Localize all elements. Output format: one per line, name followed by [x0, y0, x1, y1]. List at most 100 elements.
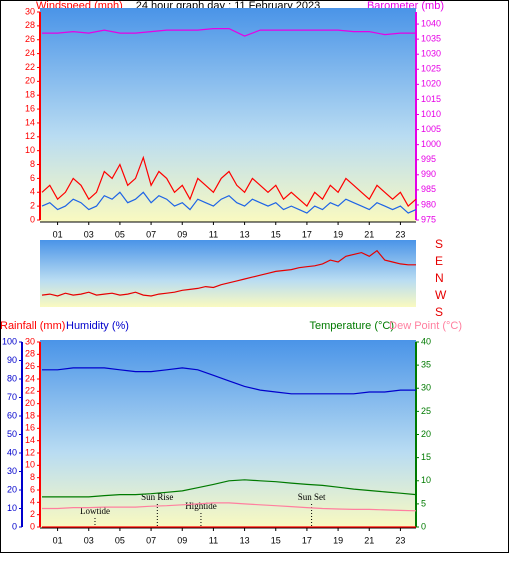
y-tick-label: 10 — [421, 475, 431, 485]
x-tick-label: 13 — [240, 535, 250, 545]
annotation: Hightide — [185, 501, 217, 511]
y-tick-label: 20 — [25, 398, 35, 408]
y-tick-label: 26 — [25, 34, 35, 44]
x-tick-label: 01 — [53, 535, 63, 545]
y-tick-label: 1000 — [421, 139, 441, 149]
y-tick-label: 28 — [25, 20, 35, 30]
x-tick-label: 19 — [333, 535, 343, 545]
axis-title: Rainfall (mm) — [0, 320, 65, 332]
x-tick-label: 13 — [240, 229, 250, 239]
plot-area — [40, 340, 416, 528]
x-tick-label: 05 — [115, 535, 125, 545]
y-tick-label: 985 — [421, 184, 436, 194]
series-line — [42, 479, 417, 498]
y-tick-label: 14 — [25, 117, 35, 127]
y-tick-label: 100 — [2, 336, 17, 346]
y-tick-label: 1025 — [421, 64, 441, 74]
y-tick-label: 1040 — [421, 18, 441, 28]
y-tick-label: 8 — [30, 159, 35, 169]
y-tick-label: 1030 — [421, 49, 441, 59]
x-tick-label: 07 — [146, 229, 156, 239]
y-tick-label: 60 — [7, 410, 17, 420]
annotation: Sun Set — [298, 492, 326, 502]
y-tick-label: 6 — [30, 173, 35, 183]
y-tick-label: S — [435, 305, 443, 319]
y-tick-label: 10 — [7, 503, 17, 513]
y-tick-label: 6 — [30, 484, 35, 494]
y-tick-label: 4 — [30, 187, 35, 197]
axis-title: Windspeed (mph) — [36, 0, 123, 12]
x-tick-label: 21 — [364, 229, 374, 239]
y-tick-label: 12 — [25, 131, 35, 141]
x-tick-label: 11 — [209, 229, 218, 239]
series-line — [42, 502, 417, 512]
y-tick-label: 40 — [7, 447, 17, 457]
y-tick-label: 30 — [25, 336, 35, 346]
y-tick-label: 995 — [421, 154, 436, 164]
y-tick-label: W — [435, 288, 447, 302]
x-tick-label: 01 — [53, 229, 63, 239]
axis-title: Dew Point (°C) — [389, 320, 462, 332]
x-tick-label: 03 — [84, 229, 94, 239]
y-tick-label: 18 — [25, 90, 35, 100]
y-tick-label: 24 — [25, 373, 35, 383]
y-tick-label: 0 — [30, 521, 35, 531]
x-tick-label: 09 — [177, 229, 187, 239]
y-tick-label: 990 — [421, 169, 436, 179]
y-tick-label: 1035 — [421, 34, 441, 44]
y-tick-label: 40 — [421, 336, 431, 346]
y-tick-label: 1005 — [421, 124, 441, 134]
x-tick-label: 21 — [364, 535, 374, 545]
annotation: Lowtide — [80, 506, 110, 516]
series-line — [42, 367, 416, 395]
y-tick-label: 4 — [30, 497, 35, 507]
x-tick-label: 09 — [177, 535, 187, 545]
y-tick-label: 0 — [421, 521, 426, 531]
y-tick-label: 28 — [25, 349, 35, 359]
y-tick-label: 24 — [25, 48, 35, 58]
y-tick-label: 12 — [25, 447, 35, 457]
plot-area — [40, 8, 416, 222]
x-tick-label: 07 — [146, 535, 156, 545]
y-tick-label: 8 — [30, 472, 35, 482]
y-tick-label: 0 — [30, 214, 35, 224]
y-tick-label: 25 — [421, 406, 431, 416]
y-tick-label: 90 — [7, 355, 17, 365]
y-tick-label: 1010 — [421, 109, 441, 119]
y-tick-label: 980 — [421, 199, 436, 209]
y-tick-label: 10 — [25, 145, 35, 155]
series-line — [41, 191, 417, 214]
y-tick-label: 20 — [421, 429, 431, 439]
x-tick-label: 11 — [209, 535, 218, 545]
annotation: Sun Rise — [141, 492, 173, 502]
y-tick-label: 26 — [25, 361, 35, 371]
y-tick-label: 1015 — [421, 94, 441, 104]
y-tick-label: 2 — [30, 509, 35, 519]
x-tick-label: 05 — [115, 229, 125, 239]
y-tick-label: 5 — [421, 498, 426, 508]
y-tick-label: 2 — [30, 201, 35, 211]
y-tick-label: 0 — [12, 521, 17, 531]
x-tick-label: 23 — [395, 229, 405, 239]
x-tick-label: 17 — [302, 535, 312, 545]
x-tick-label: 23 — [395, 535, 405, 545]
y-tick-label: 50 — [7, 429, 17, 439]
plot-area — [40, 240, 416, 307]
x-tick-label: 19 — [333, 229, 343, 239]
y-tick-label: 15 — [421, 452, 431, 462]
y-tick-label: 30 — [25, 6, 35, 16]
series-line — [42, 28, 416, 37]
y-tick-label: 35 — [421, 360, 431, 370]
y-tick-label: 20 — [25, 76, 35, 86]
y-tick-label: 70 — [7, 392, 17, 402]
y-tick-label: S — [435, 237, 443, 251]
series-line — [41, 249, 416, 297]
series-line — [41, 155, 417, 208]
y-tick-label: 975 — [421, 214, 436, 224]
y-tick-label: 30 — [7, 466, 17, 476]
y-tick-label: 18 — [25, 410, 35, 420]
y-tick-label: N — [435, 271, 444, 285]
x-tick-label: 17 — [302, 229, 312, 239]
axis-title: Humidity (%) — [66, 320, 129, 332]
